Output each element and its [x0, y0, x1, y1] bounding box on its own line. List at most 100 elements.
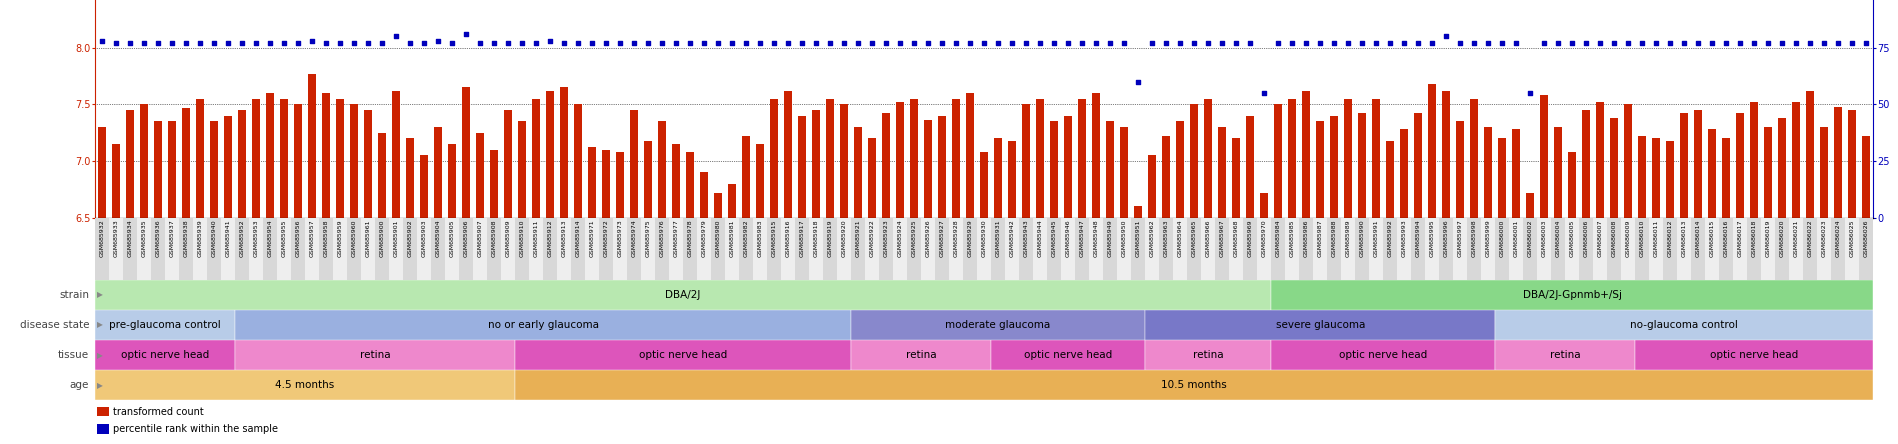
Text: GSM686007: GSM686007 [1598, 219, 1602, 257]
Bar [1177, 121, 1184, 218]
Text: GSM685980: GSM685980 [716, 219, 721, 257]
Bar [1135, 206, 1143, 218]
Bar [1496, 340, 1636, 370]
Point [1712, 40, 1742, 47]
Bar [1050, 121, 1057, 218]
Text: GSM685990: GSM685990 [1359, 219, 1365, 257]
Bar [1442, 91, 1450, 218]
Bar [1048, 218, 1061, 280]
Text: GSM686004: GSM686004 [1556, 219, 1560, 257]
Bar [1412, 218, 1425, 280]
Bar [123, 218, 137, 280]
Bar [977, 218, 991, 280]
Text: GSM686017: GSM686017 [1739, 219, 1742, 257]
Text: GSM685947: GSM685947 [1080, 219, 1084, 257]
Text: GSM685904: GSM685904 [435, 219, 440, 257]
Bar [182, 108, 190, 218]
Text: moderate glaucoma: moderate glaucoma [945, 320, 1051, 330]
Text: ▶: ▶ [97, 321, 102, 329]
Bar [361, 218, 376, 280]
Text: GSM685926: GSM685926 [926, 219, 930, 257]
Bar [1131, 218, 1144, 280]
Text: GSM685988: GSM685988 [1332, 219, 1336, 257]
Bar [630, 110, 638, 218]
Bar [224, 115, 232, 218]
Bar [459, 218, 473, 280]
Bar [1429, 84, 1437, 218]
Text: GSM685945: GSM685945 [1051, 219, 1057, 257]
Bar [1748, 218, 1761, 280]
Bar [979, 152, 989, 218]
Bar [99, 127, 106, 218]
Bar [1456, 121, 1463, 218]
Bar [1243, 218, 1256, 280]
Bar [1160, 218, 1173, 280]
Bar [1720, 218, 1733, 280]
Bar [936, 218, 949, 280]
Point [213, 40, 243, 47]
Point [325, 40, 355, 47]
Bar [178, 218, 194, 280]
Bar [865, 218, 879, 280]
Point [465, 40, 495, 47]
Bar [962, 218, 977, 280]
Bar [1384, 218, 1397, 280]
Text: GSM686023: GSM686023 [1822, 219, 1826, 257]
Point [437, 40, 467, 47]
Bar [626, 218, 642, 280]
Point [856, 40, 886, 47]
Text: GSM685939: GSM685939 [197, 219, 203, 257]
Bar [687, 152, 695, 218]
Bar [1513, 129, 1520, 218]
Text: disease state: disease state [19, 320, 89, 330]
Bar [1471, 99, 1479, 218]
Text: GSM685961: GSM685961 [366, 219, 370, 257]
Text: GSM685960: GSM685960 [351, 219, 357, 257]
Point [254, 40, 285, 47]
Point [1613, 40, 1644, 47]
Bar [911, 99, 919, 218]
Text: GSM685958: GSM685958 [323, 219, 328, 257]
Bar [95, 280, 1272, 310]
Point [632, 40, 662, 47]
Text: transformed count: transformed count [114, 407, 203, 416]
Point [1220, 40, 1251, 47]
Text: retina: retina [359, 350, 391, 360]
Point [1374, 40, 1405, 47]
Bar [755, 144, 763, 218]
Bar [1816, 218, 1832, 280]
Point [1067, 40, 1097, 47]
Bar [556, 218, 571, 280]
Text: GSM685968: GSM685968 [1234, 219, 1239, 257]
Text: no-glaucoma control: no-glaucoma control [1630, 320, 1739, 330]
Text: GSM686021: GSM686021 [1794, 219, 1799, 257]
Point [1236, 40, 1266, 47]
Text: GSM685933: GSM685933 [114, 219, 118, 257]
Text: tissue: tissue [59, 350, 89, 360]
Point [1739, 40, 1769, 47]
Text: GSM685993: GSM685993 [1403, 219, 1406, 257]
Bar [108, 218, 123, 280]
Bar [921, 218, 936, 280]
Text: severe glaucoma: severe glaucoma [1275, 320, 1365, 330]
Bar [896, 102, 903, 218]
Bar [95, 340, 235, 370]
Point [142, 40, 173, 47]
Bar [1625, 104, 1632, 218]
Text: GSM685997: GSM685997 [1458, 219, 1463, 257]
Point [884, 40, 915, 47]
Point [955, 40, 985, 47]
Bar [867, 139, 877, 218]
Bar [323, 93, 330, 218]
Bar [1704, 218, 1720, 280]
Point [913, 40, 943, 47]
Point [1319, 40, 1349, 47]
Text: GSM685932: GSM685932 [99, 219, 104, 257]
Point [158, 40, 188, 47]
Point [661, 40, 691, 47]
Bar [907, 218, 921, 280]
Bar [290, 218, 306, 280]
Bar [1414, 113, 1422, 218]
Text: GSM685941: GSM685941 [226, 219, 230, 257]
Text: GSM685973: GSM685973 [617, 219, 623, 257]
